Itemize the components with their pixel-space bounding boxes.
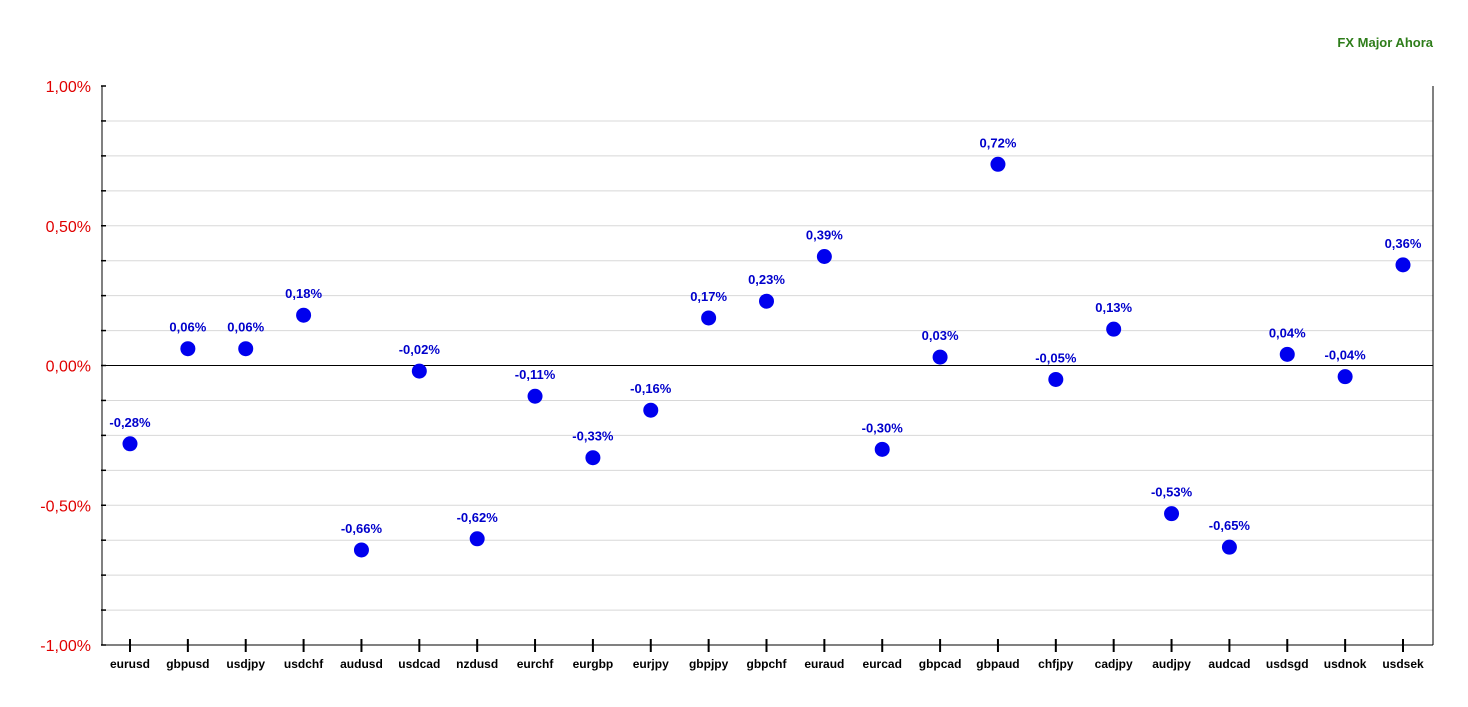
chart-title: FX Major Ahora (1337, 35, 1433, 50)
data-point (469, 531, 485, 547)
data-point (1164, 506, 1180, 522)
data-label: -0,62% (457, 510, 499, 525)
data-point (180, 341, 196, 357)
data-label: -0,02% (399, 342, 441, 357)
data-point (759, 293, 774, 309)
data-label: 0,39% (806, 227, 843, 242)
data-label: 0,04% (1269, 325, 1306, 340)
x-tick-label: gbpaud (976, 657, 1019, 671)
data-point (874, 441, 890, 457)
data-label: 0,36% (1385, 236, 1422, 251)
data-point (816, 248, 832, 264)
data-label: 0,06% (227, 320, 264, 335)
data-label: -0,53% (1151, 485, 1193, 500)
x-tick-label: audcad (1208, 657, 1250, 671)
x-tick-label: audusd (340, 657, 383, 671)
data-point (701, 310, 717, 326)
x-tick-label: usdchf (284, 657, 324, 671)
x-tick-label: gbpjpy (689, 657, 729, 671)
data-label: -0,33% (572, 429, 614, 444)
x-tick-label: gbpusd (166, 657, 209, 671)
data-label: 0,72% (980, 135, 1017, 150)
data-label: -0,28% (109, 415, 151, 430)
x-tick-label: usdnok (1324, 657, 1367, 671)
x-tick-label: eurjpy (633, 657, 669, 671)
data-label: 0,23% (748, 272, 785, 287)
data-point (990, 156, 1006, 172)
y-tick-label: -1,00% (40, 638, 91, 655)
data-point (1221, 539, 1237, 555)
data-point (411, 363, 427, 379)
data-point (238, 341, 254, 357)
x-tick-label: euraud (804, 657, 844, 671)
x-tick-label: gbpcad (919, 657, 962, 671)
data-point (585, 450, 601, 466)
data-label: -0,66% (341, 521, 383, 536)
x-tick-label: usdsgd (1266, 657, 1309, 671)
x-tick-label: usdjpy (226, 657, 265, 671)
data-point (1337, 369, 1353, 385)
x-tick-label: chfjpy (1038, 657, 1074, 671)
data-point (1279, 346, 1295, 362)
data-label: 0,06% (169, 320, 206, 335)
x-tick-label: usdcad (398, 657, 440, 671)
x-tick-label: eurchf (517, 657, 555, 671)
data-label: -0,04% (1325, 348, 1367, 363)
x-tick-label: audjpy (1152, 657, 1191, 671)
data-point (122, 436, 138, 452)
data-point (1395, 257, 1411, 273)
data-point (527, 388, 543, 404)
data-label: 0,03% (922, 328, 959, 343)
x-tick-label: eurusd (110, 657, 150, 671)
data-label: -0,30% (862, 420, 904, 435)
data-label: -0,65% (1209, 518, 1251, 533)
data-point (1048, 371, 1064, 387)
x-tick-label: eurcad (863, 657, 902, 671)
data-point (1106, 321, 1122, 337)
data-label: -0,11% (515, 367, 556, 382)
x-tick-label: cadjpy (1095, 657, 1133, 671)
data-point (353, 542, 369, 558)
data-point (643, 402, 659, 418)
data-label: -0,05% (1035, 350, 1077, 365)
data-point (932, 349, 948, 365)
data-label: 0,17% (690, 289, 727, 304)
data-label: -0,16% (630, 381, 672, 396)
x-tick-label: gbpchf (747, 657, 788, 671)
y-tick-label: 1,00% (46, 79, 91, 96)
x-tick-label: usdsek (1382, 657, 1424, 671)
data-label: 0,13% (1095, 300, 1132, 315)
y-tick-label: 0,00% (46, 359, 91, 376)
data-point (296, 307, 312, 323)
data-label: 0,18% (285, 286, 322, 301)
x-tick-label: nzdusd (456, 657, 498, 671)
x-tick-label: eurgbp (573, 657, 614, 671)
y-tick-label: -0,50% (40, 498, 91, 515)
y-tick-label: 0,50% (46, 219, 91, 236)
